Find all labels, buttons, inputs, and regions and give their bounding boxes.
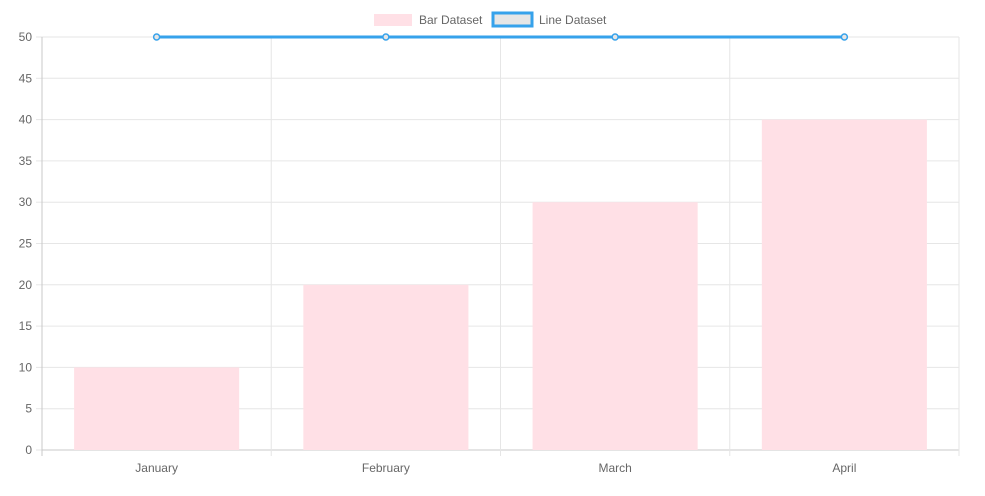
- y-tick-label: 20: [19, 278, 33, 292]
- y-tick-label: 30: [19, 195, 33, 209]
- x-tick-label: February: [362, 461, 410, 475]
- bar-january: [74, 367, 240, 450]
- y-tick-label: 10: [19, 360, 33, 374]
- line-point-january: [152, 33, 161, 41]
- legend-label-bar[interactable]: Bar Dataset: [419, 13, 483, 27]
- legend: Bar Dataset Line Dataset: [374, 11, 607, 28]
- line-point-february: [382, 33, 390, 41]
- line-point-april: [840, 33, 849, 41]
- y-tick-label: 50: [19, 30, 33, 44]
- bar-february: [303, 284, 469, 450]
- x-tick-label: March: [598, 461, 631, 475]
- legend-label-line[interactable]: Line Dataset: [539, 13, 607, 27]
- y-tick-label: 5: [25, 402, 32, 416]
- y-tick-label: 45: [19, 71, 33, 85]
- y-tick-label: 15: [19, 319, 33, 333]
- legend-swatch-line[interactable]: [491, 11, 534, 28]
- legend-swatch-bar[interactable]: [374, 14, 412, 26]
- x-tick-label: January: [135, 461, 178, 475]
- y-tick-label: 0: [25, 443, 32, 457]
- bar-series: [74, 119, 927, 450]
- bar-april: [761, 119, 927, 450]
- y-tick-label: 35: [19, 154, 33, 168]
- bar-march: [532, 202, 698, 450]
- line-point-march: [611, 33, 619, 41]
- y-tick-label: 40: [19, 113, 33, 127]
- line-series: [152, 33, 849, 41]
- axes: 0 5 10 15 20 25 30 35 40 45 50 January February March…: [19, 30, 857, 475]
- x-tick-label: April: [832, 461, 856, 475]
- y-tick-label: 25: [19, 237, 33, 251]
